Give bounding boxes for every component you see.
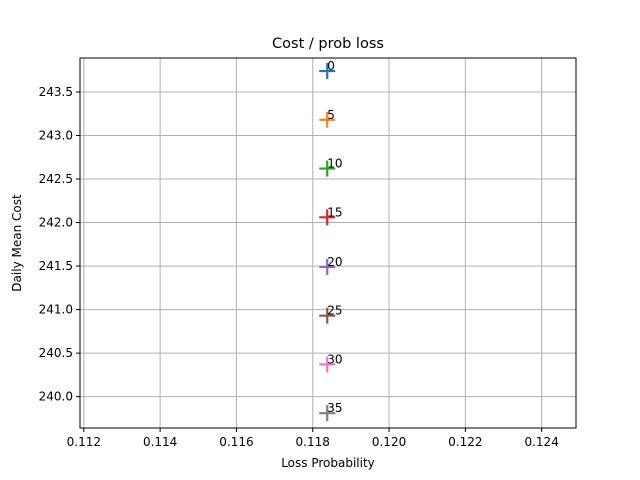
data-point-label: 15 <box>327 205 342 219</box>
data-point-label: 10 <box>327 157 342 171</box>
data-point-marker <box>319 405 336 422</box>
x-tick-label: 0.122 <box>448 435 482 449</box>
data-point-label: 30 <box>327 352 342 366</box>
x-tick-label: 0.118 <box>296 435 330 449</box>
data-points: 0 5 10 15 20 25 30 35 <box>319 59 343 422</box>
x-axis-label: Loss Probability <box>281 456 375 470</box>
y-tick-label: 243.0 <box>39 128 73 142</box>
x-tick-label: 0.120 <box>372 435 406 449</box>
data-point-label: 20 <box>327 255 342 269</box>
y-tick-label: 242.0 <box>39 216 73 230</box>
data-point-marker <box>319 160 336 177</box>
y-tick-label: 241.0 <box>39 303 73 317</box>
data-point-label: 0 <box>327 59 335 73</box>
chart-title: Cost / prob loss <box>272 36 384 52</box>
data-point-label: 5 <box>327 108 335 122</box>
data-point-marker <box>319 63 336 80</box>
plot-frame <box>79 57 577 429</box>
data-point-marker <box>319 209 336 226</box>
data-point-marker <box>319 356 336 373</box>
data-point-marker <box>319 307 336 324</box>
y-tick-label: 240.0 <box>39 390 73 404</box>
y-tick-label: 242.5 <box>39 172 73 186</box>
data-point-label: 35 <box>327 401 342 415</box>
y-tick-label: 240.5 <box>39 346 73 360</box>
x-tick-label: 0.124 <box>524 435 558 449</box>
y-tick-label: 243.5 <box>39 85 73 99</box>
x-tick-label: 0.112 <box>67 435 101 449</box>
x-tick-label: 0.114 <box>143 435 177 449</box>
y-axis-label: Daily Mean Cost <box>10 194 24 292</box>
data-point-label: 25 <box>327 304 342 318</box>
data-point-marker <box>319 111 336 128</box>
y-tick-label: 241.5 <box>39 259 73 273</box>
axis-ticks: 0.112 0.114 0.116 0.118 0.120 0.122 0.124 240.0… <box>39 85 559 449</box>
x-tick-label: 0.116 <box>219 435 253 449</box>
data-point-marker <box>319 258 336 275</box>
